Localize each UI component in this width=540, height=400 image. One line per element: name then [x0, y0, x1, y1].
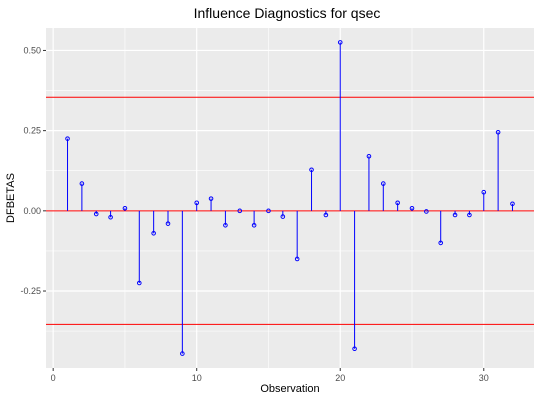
data-point [452, 212, 458, 218]
data-point [352, 346, 357, 352]
plot-panel [46, 28, 534, 368]
data-point [337, 40, 343, 45]
data-point [495, 129, 501, 135]
data-point [424, 209, 429, 214]
data-point [108, 214, 113, 220]
x-tick-label: 0 [51, 373, 56, 383]
data-point [151, 230, 156, 236]
data-point [93, 211, 99, 217]
x-axis-ticks: 0 10 20 30 [51, 368, 489, 383]
x-tick-label: 10 [192, 373, 202, 383]
x-tick-label: 20 [335, 373, 345, 383]
data-point [409, 205, 415, 211]
stems [67, 42, 513, 354]
data-point [65, 136, 70, 141]
y-tick-label: 0.25 [23, 126, 41, 136]
y-tick-label: 0.50 [23, 45, 41, 55]
data-point [438, 240, 444, 246]
data-point [223, 222, 228, 228]
data-point [323, 212, 329, 218]
data-point [136, 280, 142, 286]
data-point [309, 167, 314, 173]
data-point [237, 208, 243, 214]
data-point [395, 200, 400, 206]
data-point [79, 181, 85, 186]
chart-title: Influence Diagnostics for qsec [194, 5, 381, 21]
data-point [251, 222, 257, 228]
y-axis-ticks: -0.25 0.00 0.25 0.50 [20, 45, 46, 296]
data-point [122, 205, 128, 211]
x-axis-label: Observation [260, 383, 319, 395]
y-tick-label: 0.00 [23, 206, 41, 216]
points [65, 40, 515, 356]
data-point [294, 256, 300, 262]
data-point [366, 154, 372, 159]
data-point [280, 214, 286, 219]
data-point [180, 351, 185, 356]
data-point [481, 189, 487, 195]
y-axis-label: DFBETAS [5, 173, 17, 223]
data-point [467, 212, 472, 218]
x-tick-label: 30 [479, 373, 489, 383]
y-tick-label: -0.25 [20, 286, 41, 296]
data-point [194, 200, 200, 206]
data-point [510, 201, 515, 207]
data-point [266, 208, 271, 214]
data-point [380, 181, 386, 186]
data-point [208, 196, 214, 201]
threshold-lines [46, 96, 534, 325]
data-point [165, 221, 171, 226]
